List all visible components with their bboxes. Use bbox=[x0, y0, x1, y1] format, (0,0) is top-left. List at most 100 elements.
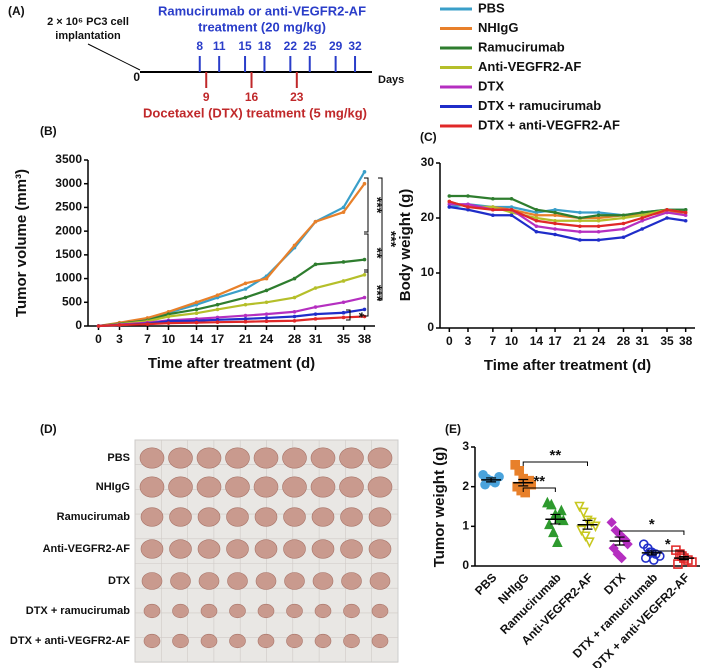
x-tick-label: 3 bbox=[116, 332, 123, 346]
tumor bbox=[198, 572, 220, 590]
tumor bbox=[314, 633, 332, 649]
data-point bbox=[447, 205, 452, 209]
tumor bbox=[284, 572, 305, 590]
data-point bbox=[640, 210, 644, 215]
data-point bbox=[552, 536, 563, 547]
series-line bbox=[98, 171, 366, 328]
sig-bracket bbox=[364, 177, 369, 233]
x-tick-label: 3 bbox=[465, 334, 472, 348]
data-point bbox=[313, 219, 318, 224]
x-tick-label: 38 bbox=[679, 334, 693, 348]
data-point bbox=[292, 314, 297, 319]
data-point bbox=[264, 300, 269, 305]
x-tick-label: 28 bbox=[288, 332, 302, 346]
data-point bbox=[578, 218, 582, 223]
tumor bbox=[168, 447, 193, 469]
data-point bbox=[491, 213, 495, 218]
data-point bbox=[145, 322, 150, 326]
tumor bbox=[226, 507, 249, 527]
data-point bbox=[194, 300, 199, 305]
sig-bracket bbox=[522, 487, 556, 492]
data-point bbox=[580, 531, 591, 543]
data-point bbox=[578, 216, 582, 220]
sig-label: ** bbox=[369, 248, 385, 259]
data-point bbox=[683, 210, 688, 215]
x-axis-title: Time after treatment (d) bbox=[484, 357, 651, 374]
tumor bbox=[340, 539, 363, 559]
x-tick-label: 7 bbox=[490, 334, 497, 348]
data-point bbox=[341, 279, 346, 283]
y-axis-title: Body weight (g) bbox=[397, 189, 414, 302]
series-line bbox=[449, 205, 686, 242]
y-tick-label: 1 bbox=[462, 519, 469, 533]
data-point bbox=[590, 521, 601, 533]
data-point bbox=[553, 210, 557, 215]
tumor bbox=[340, 507, 363, 527]
legend-label: DTX bbox=[478, 78, 504, 93]
data-point bbox=[683, 555, 693, 565]
y-axis-title: Tumor volume (mm³) bbox=[13, 169, 30, 317]
tumor bbox=[197, 507, 221, 527]
data-point bbox=[243, 295, 248, 300]
y-tick-label: 1000 bbox=[55, 271, 82, 285]
row-label: PBS bbox=[107, 452, 130, 464]
series-line bbox=[98, 273, 365, 328]
series-line bbox=[98, 315, 365, 328]
tumor bbox=[367, 476, 393, 498]
data-point bbox=[264, 312, 269, 316]
dose-day: 23 bbox=[290, 90, 304, 104]
tumor bbox=[170, 572, 191, 590]
tumor bbox=[341, 572, 362, 590]
data-point bbox=[292, 243, 297, 248]
dose-day: 25 bbox=[303, 39, 317, 53]
tumor bbox=[168, 476, 193, 498]
tumor bbox=[371, 603, 389, 619]
sig-label: * bbox=[665, 536, 671, 553]
tumor bbox=[141, 572, 163, 590]
x-tick-label: 0 bbox=[95, 332, 102, 346]
data-point bbox=[166, 314, 171, 319]
sig-bracket bbox=[378, 177, 383, 301]
y-tick-label: 0 bbox=[75, 318, 82, 332]
x-tick-label: 17 bbox=[548, 334, 562, 348]
data-point bbox=[362, 257, 367, 262]
data-point bbox=[491, 196, 495, 201]
data-point bbox=[621, 213, 626, 218]
data-point bbox=[606, 517, 617, 528]
row-label: Anti-VEGFR2-AF bbox=[43, 543, 131, 555]
y-tick-label: 500 bbox=[62, 294, 82, 308]
legend-label: DTX + ramucirumab bbox=[478, 98, 601, 113]
data-point bbox=[524, 475, 535, 486]
data-point bbox=[215, 302, 220, 307]
data-point bbox=[194, 307, 199, 312]
legend-label: Ramucirumab bbox=[478, 39, 565, 54]
sig-label: *** bbox=[369, 285, 385, 302]
data-point bbox=[608, 543, 619, 554]
sig-bracket bbox=[364, 233, 369, 273]
data-point bbox=[509, 213, 514, 218]
tumor bbox=[311, 539, 335, 559]
data-point bbox=[553, 213, 557, 218]
data-point bbox=[243, 281, 248, 286]
data-point bbox=[466, 202, 470, 207]
data-point bbox=[546, 498, 557, 510]
error-bar bbox=[486, 477, 497, 483]
x-tick-label: DTX bbox=[601, 570, 628, 597]
tumor bbox=[369, 572, 391, 590]
tumor bbox=[227, 572, 248, 590]
x-tick-label: PBS bbox=[472, 570, 499, 597]
sig-label: *** bbox=[383, 231, 399, 248]
tumor bbox=[257, 603, 275, 619]
data-point bbox=[362, 307, 367, 312]
data-point bbox=[640, 218, 644, 223]
data-point bbox=[292, 276, 297, 281]
data-point bbox=[520, 487, 531, 498]
data-point bbox=[466, 194, 470, 198]
x-axis-title: Time after treatment (d) bbox=[148, 355, 315, 372]
sig-bracket bbox=[651, 550, 685, 555]
treatment-title: treatment (20 mg/kg) bbox=[198, 19, 326, 34]
implant-text: implantation bbox=[55, 30, 121, 42]
timeline-start: 0 bbox=[133, 70, 140, 84]
data-point bbox=[534, 213, 539, 218]
tumor bbox=[257, 633, 275, 649]
